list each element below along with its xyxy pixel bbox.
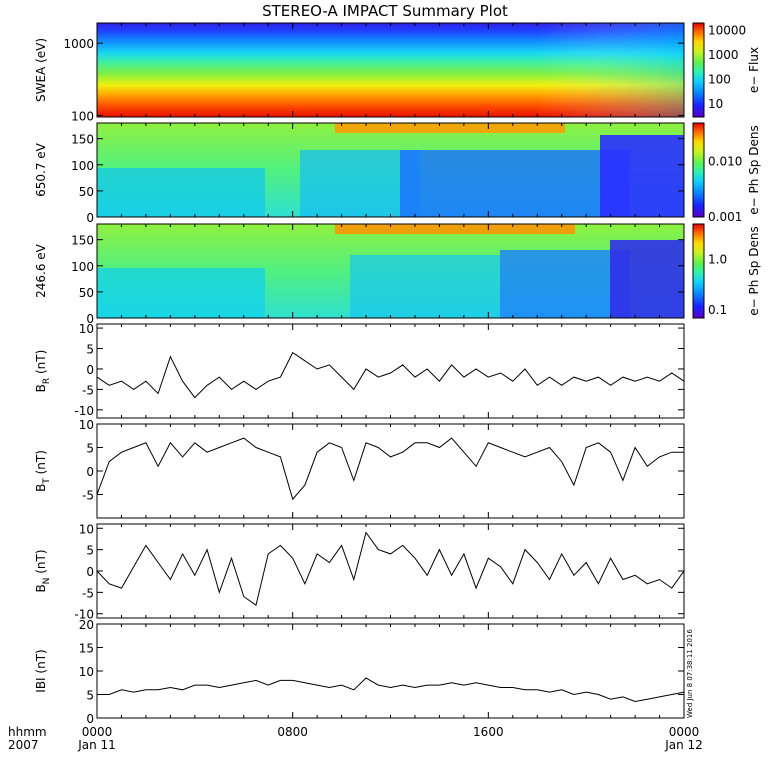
panel-frame <box>96 623 685 719</box>
colorbar-tick-label: 1.0 <box>708 252 727 266</box>
ytick-label: 50 <box>79 286 94 300</box>
ytick-label: 10 <box>79 418 94 432</box>
generation-stamp: Wed Jun 8 07:38:11 2016 <box>686 629 694 718</box>
ytick-label: -10 <box>74 404 94 418</box>
ytick-label: 100 <box>71 159 94 173</box>
ytick-label: 5 <box>86 689 94 703</box>
swea-panel <box>96 22 685 118</box>
time-tick-label: 0000 <box>669 725 700 739</box>
ytick-label: -10 <box>74 608 94 622</box>
ytick-label: 1000 <box>63 37 94 51</box>
series-line <box>97 677 685 703</box>
ytick-label: 150 <box>71 133 94 147</box>
colorbar-tick-label: 100 <box>708 73 731 87</box>
ytick-label: 0 <box>86 465 94 479</box>
ytick-label: 5 <box>86 544 94 558</box>
ytick-label: -5 <box>82 489 94 503</box>
ytick-label: -5 <box>82 586 94 600</box>
ylabel: BN (nT) <box>34 549 52 592</box>
panel-frame <box>96 423 685 519</box>
colorbar-tick-label: 10 <box>708 97 723 111</box>
colorbars <box>692 22 705 319</box>
colorbar-tick-label: 0.010 <box>708 155 742 169</box>
ytick-label: 50 <box>79 185 94 199</box>
ytick-label: 100 <box>71 260 94 274</box>
ylabel: 246.6 eV <box>34 243 48 298</box>
ylabel: IBI (nT) <box>34 649 48 692</box>
colorbar-flux <box>692 22 705 118</box>
ylabel: SWEA (eV) <box>34 38 48 102</box>
time-tick-label: 0800 <box>277 725 308 739</box>
colorbar-tick-label: 0.001 <box>708 210 742 224</box>
colorbar-tick-label: 1000 <box>708 48 739 62</box>
series-line <box>96 351 685 399</box>
time-axis-label: 2007 <box>8 738 39 752</box>
time-tick-label: Jan 12 <box>664 738 703 752</box>
colorbar-label: e− Ph Sp Dens <box>747 125 761 214</box>
time-axis-label: hhmm <box>8 725 47 739</box>
time-tick-label: 0000 <box>82 725 113 739</box>
ytick-label: 15 <box>79 642 94 656</box>
time-tick-label: 1600 <box>473 725 504 739</box>
colorbar-label: e− Flux <box>747 47 761 93</box>
colorbar-label: e− Ph Sp Dens <box>747 226 761 315</box>
ytick-label: 100 <box>71 109 94 123</box>
ytick-label: 0 <box>86 312 94 326</box>
panel-frame <box>96 523 685 619</box>
ylabel: 650.7 eV <box>34 142 48 197</box>
ytick-label: 10 <box>79 322 94 336</box>
ylabel: BT (nT) <box>34 450 52 492</box>
plot-title: STEREO-A IMPACT Summary Plot <box>262 2 508 20</box>
ylabel: BR (nT) <box>34 350 52 393</box>
ytick-label: 150 <box>71 234 94 248</box>
ytick-label: 0 <box>86 565 94 579</box>
pa-650-panel <box>96 122 685 218</box>
ytick-label: 20 <box>79 618 94 632</box>
panel-frame <box>96 323 685 419</box>
pa-246-panel <box>96 223 685 319</box>
ytick-label: -5 <box>82 383 94 397</box>
ytick-label: 0 <box>86 211 94 225</box>
ytick-label: 5 <box>86 442 94 456</box>
ytick-label: 10 <box>79 522 94 536</box>
ytick-label: 5 <box>86 343 94 357</box>
ytick-label: 10 <box>79 665 94 679</box>
series-line <box>96 531 685 607</box>
colorbar-tick-label: 10000 <box>708 23 746 37</box>
ytick-label: 0 <box>86 712 94 726</box>
colorbar-tick-label: 0.1 <box>708 303 727 317</box>
colorbar-650 <box>692 122 705 218</box>
colorbar-246 <box>692 223 705 319</box>
time-tick-label: Jan 11 <box>77 738 116 752</box>
ytick-label: 0 <box>86 363 94 377</box>
series-line <box>96 437 684 501</box>
